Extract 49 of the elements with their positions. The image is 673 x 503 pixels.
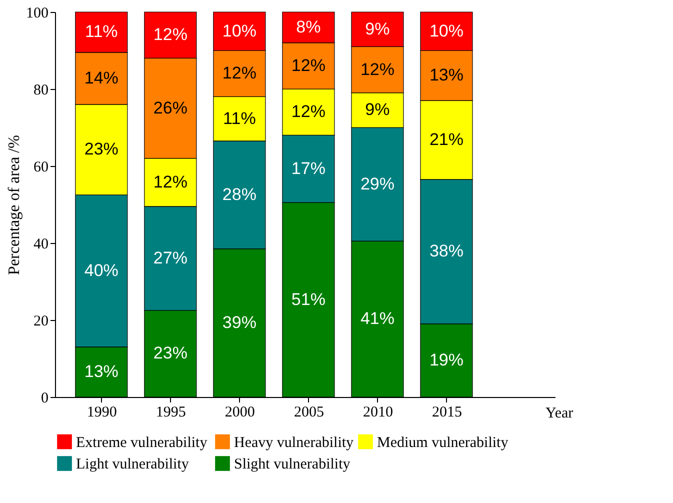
data-label: 38% <box>429 242 464 261</box>
data-label: 14% <box>84 68 118 88</box>
data-label: 8% <box>296 17 321 36</box>
y-tick-label: 80 <box>34 82 48 98</box>
x-tick-label: 2015 <box>432 404 462 420</box>
y-tick-label: 60 <box>34 160 48 176</box>
x-tick-label: 2010 <box>362 404 393 420</box>
data-label: 23% <box>84 140 118 159</box>
x-tick-label: 1995 <box>156 404 186 420</box>
data-label: 11% <box>223 108 256 128</box>
x-tick-label: 2000 <box>224 404 255 420</box>
data-label: 9% <box>365 19 390 38</box>
data-label: 12% <box>360 60 394 79</box>
data-label: 29% <box>360 174 394 194</box>
data-label: 51% <box>291 290 326 309</box>
data-label: 28% <box>222 184 256 204</box>
y-tick-label: 20 <box>34 314 48 330</box>
data-label: 10% <box>222 21 256 40</box>
data-label: 19% <box>429 350 464 370</box>
data-label: 12% <box>153 172 188 192</box>
data-label: 13% <box>429 66 464 85</box>
legend-label: Medium vulnerability <box>377 434 509 451</box>
data-label: 39% <box>222 312 256 332</box>
data-label: 17% <box>291 158 326 178</box>
data-label: 26% <box>153 98 188 118</box>
data-label: 41% <box>360 309 394 328</box>
data-label: 12% <box>153 25 188 44</box>
data-label: 40% <box>84 260 118 280</box>
data-label: 27% <box>153 248 188 268</box>
x-tick-label: 2005 <box>294 404 324 420</box>
data-label: 21% <box>429 130 464 150</box>
y-axis-title: Percentage of area /% <box>6 135 23 275</box>
data-label: 9% <box>365 100 390 120</box>
x-tick-label: 1990 <box>86 404 117 420</box>
data-label: 12% <box>291 102 326 122</box>
data-label: 23% <box>153 344 188 363</box>
legend-label: Heavy vulnerability <box>234 434 354 451</box>
legend-label: Slight vulnerability <box>234 456 351 472</box>
legend-label: Light vulnerability <box>76 456 190 472</box>
x-axis-title: Year <box>546 406 574 422</box>
data-label: 12% <box>222 64 256 83</box>
y-tick-label: 100 <box>26 6 48 22</box>
y-tick-label: 40 <box>34 236 48 252</box>
data-label: 12% <box>291 56 326 75</box>
data-label: 13% <box>84 362 118 381</box>
data-label: 10% <box>429 21 464 40</box>
data-label: 11% <box>85 22 118 42</box>
legend-label: Extreme vulnerability <box>76 434 208 451</box>
y-tick-label: 0 <box>41 390 48 406</box>
